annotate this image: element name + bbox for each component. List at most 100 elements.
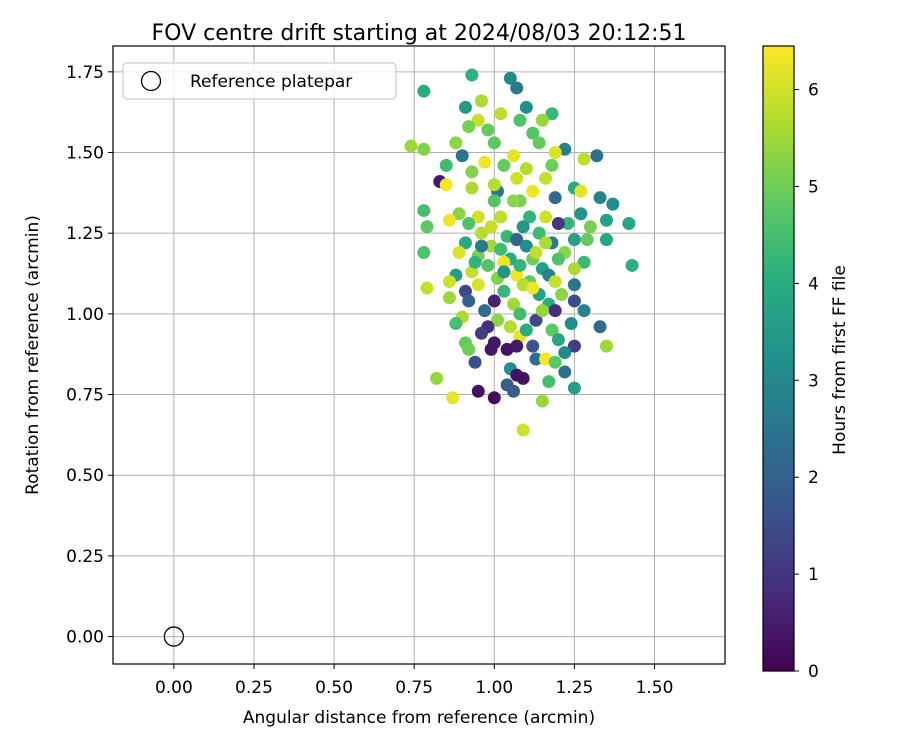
scatter-point: [526, 184, 540, 198]
scatter-point: [465, 165, 479, 179]
x-axis-ticks: 0.00 0.25 0.50 0.75 1.00 1.25 1.50: [155, 664, 673, 698]
scatter-point: [513, 258, 527, 272]
scatter-point: [462, 120, 476, 134]
x-tick-label: 1.50: [636, 678, 674, 698]
y-tick-label: 0.00: [66, 628, 104, 648]
colorbar-ticks: 0 1 2 3 4 5 6: [794, 81, 819, 682]
scatter-point: [526, 339, 540, 353]
scatter-point: [497, 255, 511, 269]
colorbar-tick-label: 2: [808, 468, 819, 488]
scatter-point: [516, 423, 530, 437]
scatter-point: [487, 391, 501, 405]
scatter-point: [599, 339, 613, 353]
scatter-point: [452, 207, 466, 221]
scatter-point: [497, 265, 511, 279]
scatter-point: [439, 158, 453, 172]
x-tick-label: 0.00: [155, 678, 193, 698]
scatter-point: [442, 213, 456, 227]
x-tick-label: 0.25: [235, 678, 273, 698]
scatter-point: [558, 365, 572, 379]
scatter-point: [462, 216, 476, 230]
scatter-point: [567, 294, 581, 308]
scatter-point: [474, 239, 488, 253]
scatter-point: [487, 136, 501, 150]
scatter-point: [458, 100, 472, 114]
scatter-point: [462, 294, 476, 308]
scatter-point: [420, 281, 434, 295]
scatter-point: [567, 233, 581, 247]
scatter-point: [551, 252, 565, 266]
scatter-point: [561, 216, 575, 230]
scatter-point: [507, 194, 521, 208]
y-axis-label: Rotation from reference (arcmin): [23, 215, 43, 495]
scatter-point: [471, 384, 485, 398]
colorbar-label: Hours from first FF file: [830, 265, 850, 455]
scatter-point: [474, 94, 488, 108]
scatter-point: [417, 84, 431, 98]
scatter-point: [539, 171, 553, 185]
x-tick-label: 0.50: [315, 678, 353, 698]
scatter-point: [513, 113, 527, 127]
scatter-point: [577, 304, 591, 318]
scatter-point: [551, 216, 565, 230]
scatter-point: [465, 181, 479, 195]
scatter-point: [548, 191, 562, 205]
scatter-point: [622, 216, 636, 230]
colorbar-tick-label: 4: [808, 274, 819, 294]
scatter-point: [484, 342, 498, 356]
scatter-point: [452, 246, 466, 260]
scatter-point: [510, 171, 524, 185]
scatter-point: [516, 371, 530, 385]
scatter-point: [551, 333, 565, 347]
scatter-point: [468, 355, 482, 369]
scatter-point: [474, 326, 488, 340]
scatter-point: [487, 194, 501, 208]
scatter-point: [519, 239, 533, 253]
scatter-point: [507, 149, 521, 163]
scatter-point: [449, 317, 463, 331]
scatter-point: [468, 255, 482, 269]
scatter-point: [539, 236, 553, 250]
scatter-point: [446, 391, 460, 405]
colorbar-tick-label: 3: [808, 371, 819, 391]
y-tick-label: 1.75: [66, 63, 104, 83]
scatter-point: [529, 352, 543, 366]
y-tick-label: 1.25: [66, 224, 104, 244]
x-tick-label: 1.00: [475, 678, 513, 698]
scatter-point: [567, 278, 581, 292]
scatter-point: [404, 139, 418, 153]
scatter-point: [507, 384, 521, 398]
scatter-point: [494, 107, 508, 121]
scatter-point: [516, 220, 530, 234]
scatter-point: [577, 255, 591, 269]
scatter-point: [532, 226, 546, 240]
scatter-point: [519, 323, 533, 337]
x-tick-label: 0.75: [395, 678, 433, 698]
scatter-point: [494, 242, 508, 256]
scatter-point: [465, 68, 479, 82]
scatter-point: [526, 126, 540, 140]
scatter-point: [545, 158, 559, 172]
scatter-point: [474, 226, 488, 240]
scatter-point: [417, 204, 431, 218]
scatter-point: [526, 281, 540, 295]
scatter-point: [510, 81, 524, 95]
scatter-point: [494, 210, 508, 224]
y-tick-label: 0.25: [66, 547, 104, 567]
reference-marker-layer: [163, 626, 185, 647]
scatter-point: [535, 394, 549, 408]
scatter-point: [471, 113, 485, 127]
legend-label: Reference platepar: [190, 72, 352, 92]
scatter-point: [599, 213, 613, 227]
x-tick-label: 1.25: [555, 678, 593, 698]
scatter-point: [599, 233, 613, 247]
x-axis-label: Angular distance from reference (arcmin): [243, 708, 595, 728]
scatter-point: [564, 317, 578, 331]
scatter-point: [487, 294, 501, 308]
scatter-point: [462, 342, 476, 356]
scatter-point: [510, 233, 524, 247]
scatter-point: [519, 100, 533, 114]
scatter-point: [442, 275, 456, 289]
legend-box: [122, 62, 397, 100]
scatter-point: [491, 313, 505, 327]
